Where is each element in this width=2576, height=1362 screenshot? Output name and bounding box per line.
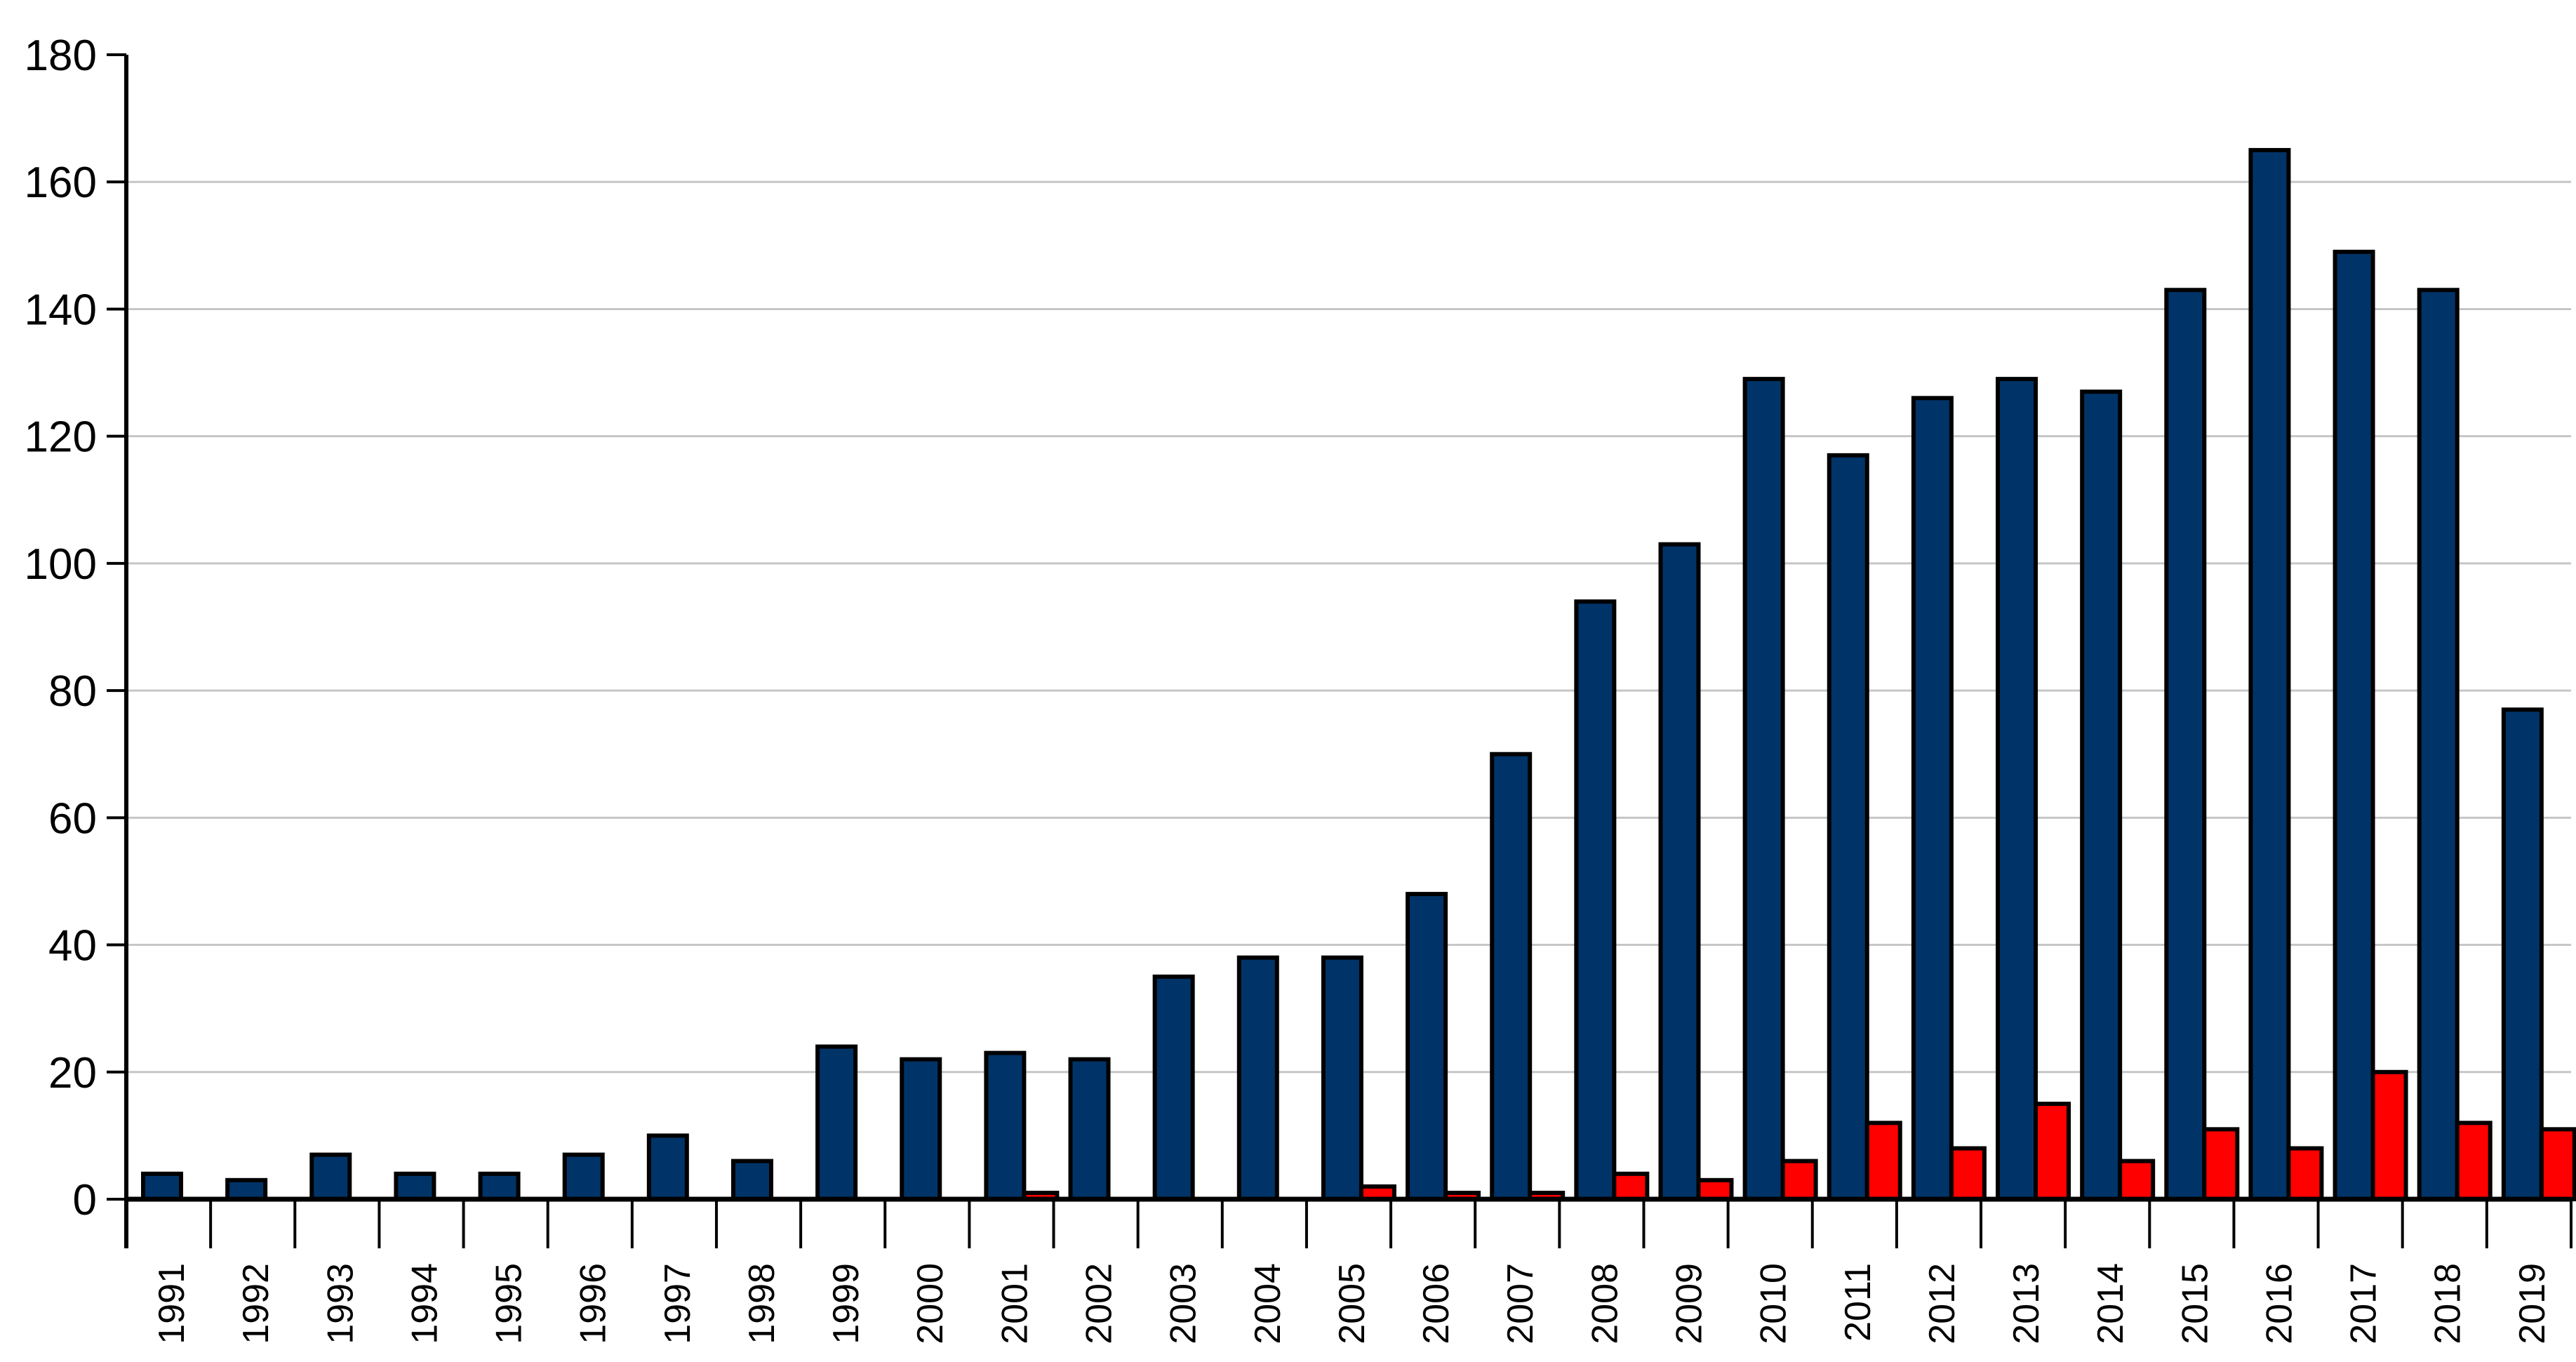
x-tick-label-2002: 2002 [1079, 1263, 1120, 1344]
bar-red-series-2016 [2286, 1146, 2324, 1201]
bar-dark-blue-series-2010 [1742, 377, 1785, 1201]
y-tick-label-140: 140 [25, 286, 97, 334]
bar-dark-blue-series-2007 [1490, 752, 1533, 1201]
bar-red-series-2011 [1864, 1121, 1902, 1202]
x-tick-label-2001: 2001 [994, 1263, 1035, 1344]
x-tick-label-2008: 2008 [1584, 1263, 1625, 1344]
bar-dark-blue-series-2015 [2164, 288, 2207, 1201]
x-tick-label-2009: 2009 [1669, 1263, 1709, 1344]
bar-red-series-2013 [2034, 1102, 2071, 1202]
y-tick-label-120: 120 [25, 413, 97, 462]
x-tick-label-2015: 2015 [2175, 1263, 2215, 1344]
bar-dark-blue-series-2006 [1406, 892, 1448, 1201]
x-tick-label-1991: 1991 [152, 1263, 192, 1344]
y-tick-label-160: 160 [25, 159, 97, 207]
bar-dark-blue-series-2013 [1996, 377, 2038, 1201]
x-tick-label-2007: 2007 [1500, 1263, 1541, 1344]
y-tick-label-0: 0 [73, 1176, 97, 1224]
y-tick-label-60: 60 [48, 794, 97, 843]
x-tick-label-2012: 2012 [1922, 1263, 1963, 1344]
x-tick-label-2005: 2005 [1332, 1263, 1373, 1344]
bar-red-series-2014 [2118, 1159, 2156, 1201]
bar-dark-blue-series-1991 [141, 1171, 183, 1202]
bar-dark-blue-series-2005 [1321, 955, 1363, 1201]
bar-dark-blue-series-2017 [2333, 249, 2375, 1202]
x-tick-label-2006: 2006 [1416, 1263, 1457, 1344]
x-tick-label-1995: 1995 [489, 1263, 530, 1344]
bar-dark-blue-series-2018 [2417, 288, 2460, 1201]
bar-dark-blue-series-2014 [2080, 389, 2123, 1201]
bar-dark-blue-series-1993 [309, 1152, 352, 1202]
bar-red-series-2009 [1696, 1177, 1734, 1201]
bar-dark-blue-series-1992 [225, 1177, 268, 1201]
y-tick-label-180: 180 [25, 32, 97, 80]
bar-dark-blue-series-2016 [2248, 147, 2291, 1202]
x-tick-label-1998: 1998 [742, 1263, 782, 1344]
bar-red-series-2018 [2455, 1121, 2492, 1202]
x-tick-label-2010: 2010 [1754, 1263, 1794, 1344]
x-tick-label-1996: 1996 [573, 1263, 614, 1344]
x-tick-label-2003: 2003 [1163, 1263, 1204, 1344]
bar-dark-blue-series-2012 [1911, 396, 1954, 1201]
x-tick-label-1993: 1993 [320, 1263, 361, 1344]
bar-dark-blue-series-2000 [900, 1057, 942, 1201]
bar-dark-blue-series-2009 [1658, 542, 1701, 1201]
bar-dark-blue-series-2019 [2501, 707, 2544, 1201]
bar-red-series-2010 [1780, 1159, 1818, 1201]
x-tick-label-2011: 2011 [1838, 1263, 1878, 1342]
y-tick-label-40: 40 [48, 922, 97, 970]
bar-dark-blue-series-2001 [984, 1050, 1027, 1202]
bar-dark-blue-series-2011 [1827, 453, 1869, 1201]
x-tick-label-2000: 2000 [910, 1263, 951, 1344]
x-tick-label-2019: 2019 [2512, 1263, 2553, 1344]
x-tick-label-1997: 1997 [658, 1263, 698, 1344]
x-tick-label-2004: 2004 [1248, 1263, 1288, 1344]
y-tick-label-80: 80 [48, 667, 97, 716]
bar-dark-blue-series-1994 [394, 1171, 436, 1202]
bar-red-series-2017 [2370, 1069, 2408, 1202]
bar-dark-blue-series-2002 [1068, 1057, 1111, 1201]
x-tick-label-2013: 2013 [2006, 1263, 2047, 1344]
x-tick-label-1999: 1999 [826, 1263, 867, 1344]
bar-dark-blue-series-1998 [730, 1159, 773, 1201]
x-tick-label-1994: 1994 [404, 1263, 445, 1344]
bar-dark-blue-series-1999 [815, 1044, 858, 1201]
bar-red-series-2012 [1949, 1146, 1987, 1201]
bar-red-series-2015 [2202, 1127, 2240, 1201]
bar-dark-blue-series-2004 [1236, 955, 1279, 1201]
x-tick-label-1992: 1992 [236, 1263, 276, 1344]
y-tick-label-20: 20 [48, 1049, 97, 1097]
bar-red-series-2019 [2539, 1127, 2576, 1201]
x-tick-label-2016: 2016 [2259, 1263, 2300, 1344]
bar-red-series-2008 [1612, 1171, 1650, 1202]
bar-dark-blue-series-2008 [1574, 599, 1617, 1201]
bar-dark-blue-series-1997 [646, 1133, 689, 1202]
x-tick-label-2014: 2014 [2090, 1263, 2131, 1344]
x-tick-label-2017: 2017 [2344, 1263, 2384, 1344]
bar-dark-blue-series-2003 [1152, 974, 1195, 1201]
y-tick-label-100: 100 [25, 540, 97, 589]
bar-dark-blue-series-1996 [562, 1152, 605, 1202]
x-tick-label-2018: 2018 [2428, 1263, 2469, 1344]
bar-dark-blue-series-1995 [478, 1171, 521, 1202]
